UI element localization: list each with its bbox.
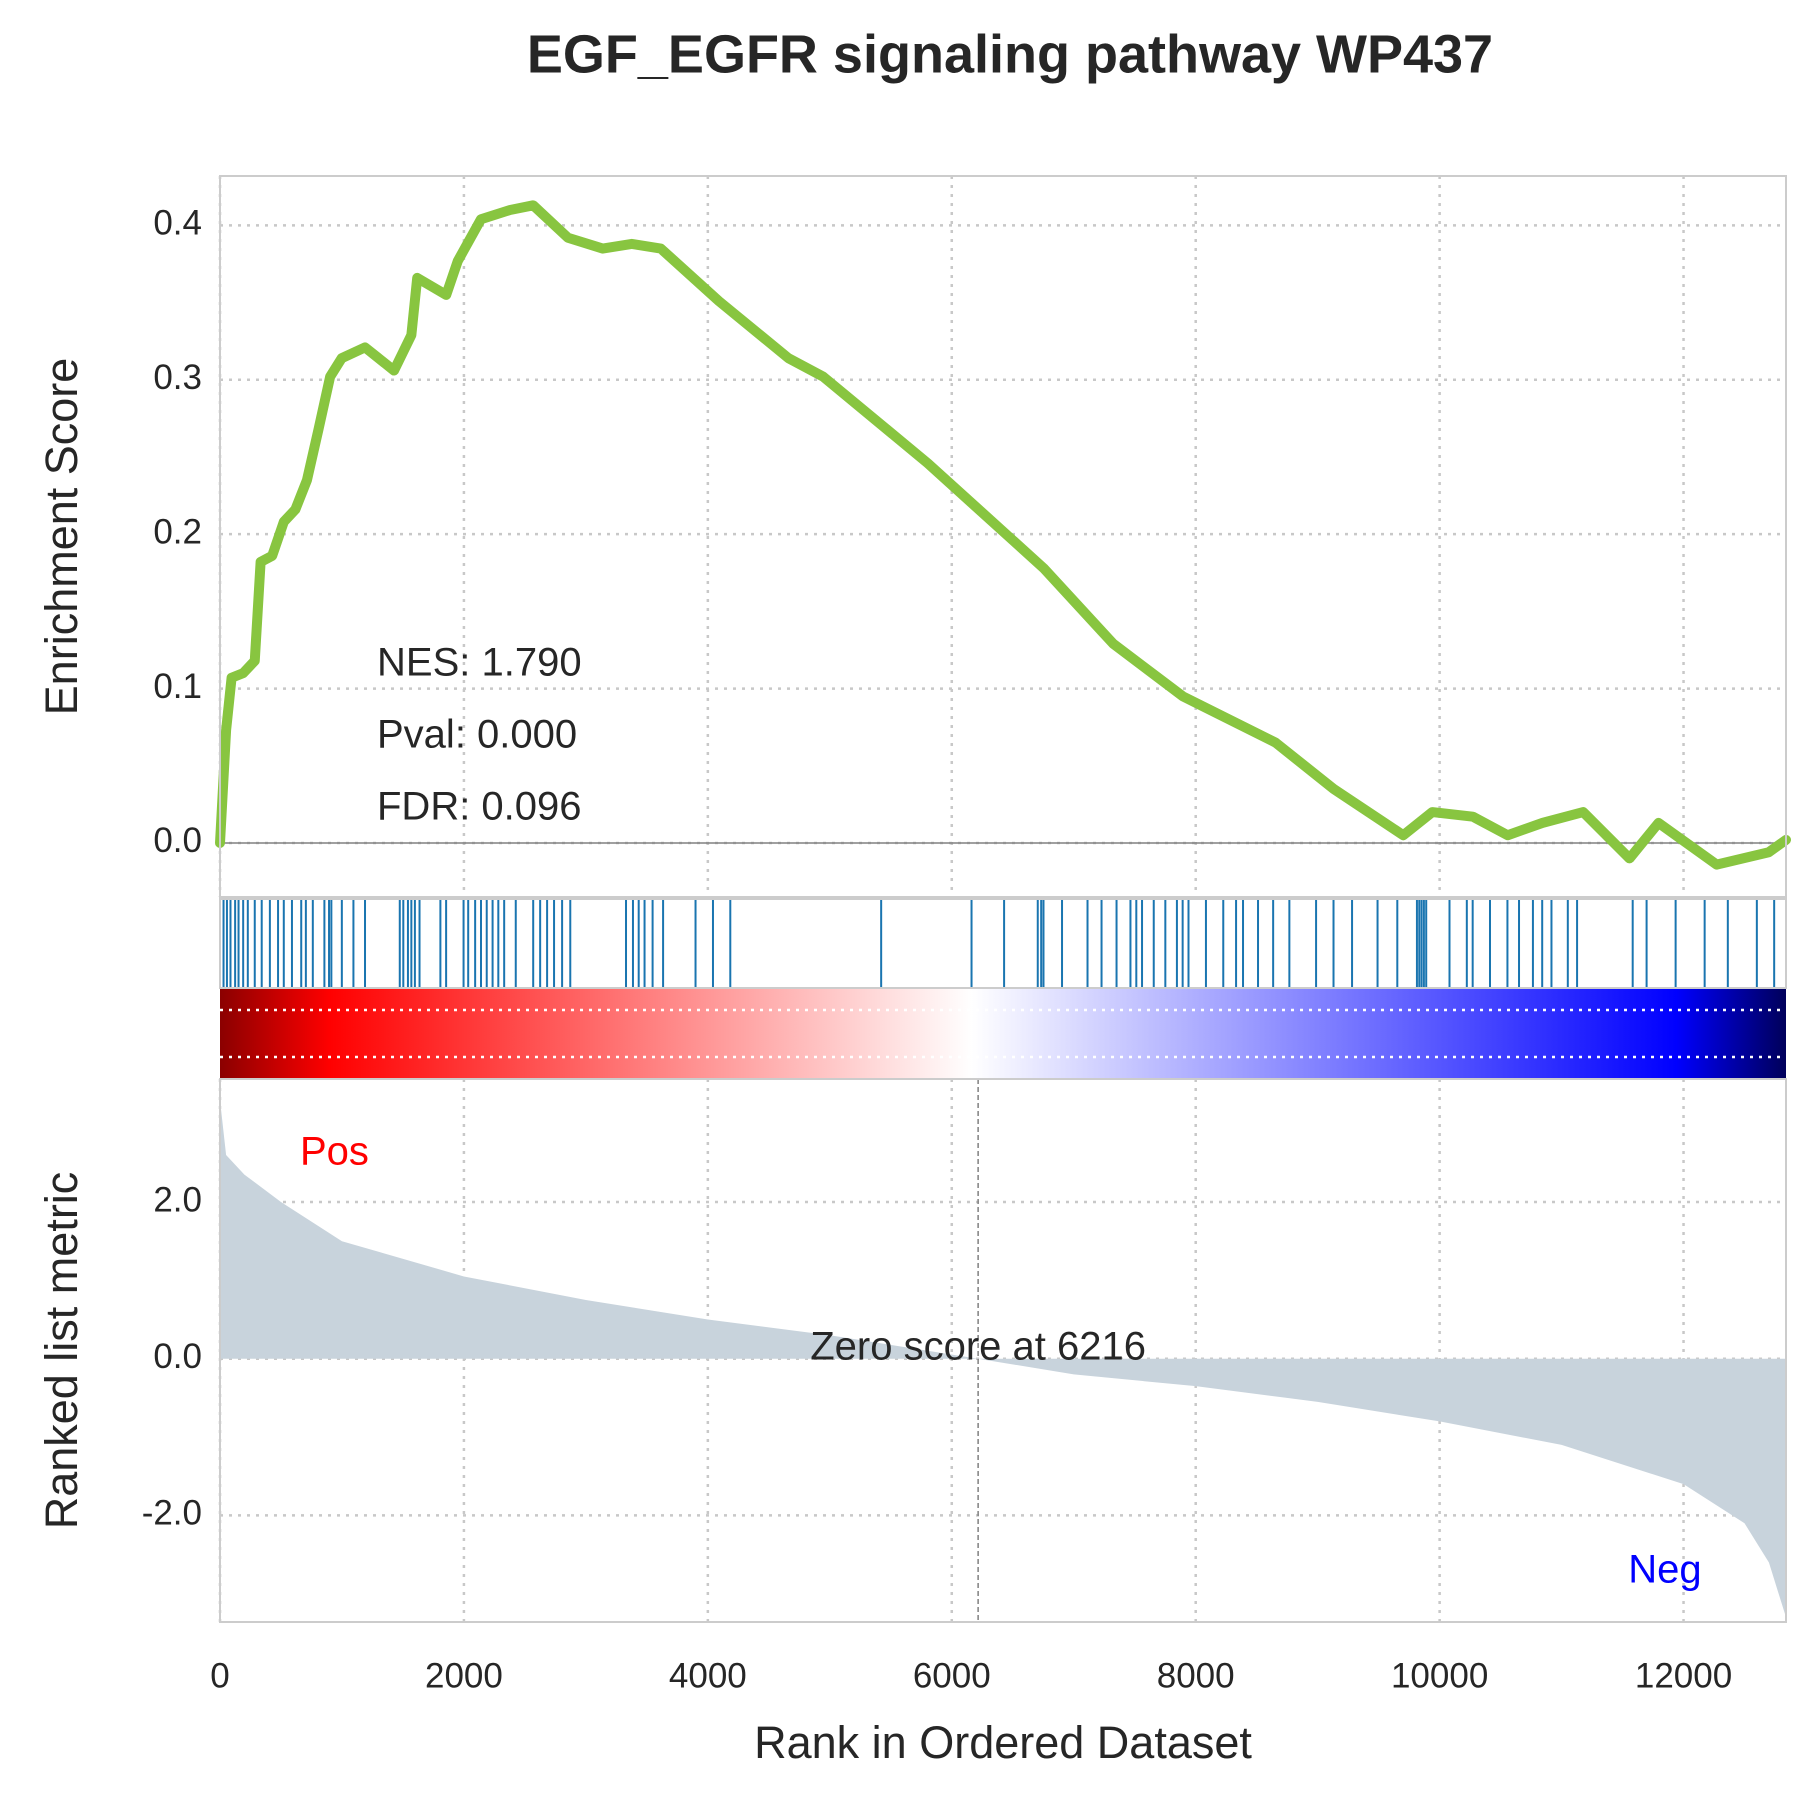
neg-label: Neg bbox=[1628, 1548, 1701, 1592]
zero-score-label: Zero score at 6216 bbox=[810, 1325, 1146, 1369]
y-tick-label: 0.3 bbox=[153, 358, 202, 397]
y-axis-label: Enrichment Score bbox=[36, 358, 87, 716]
y-tick-label: 0.0 bbox=[153, 1337, 202, 1376]
chart-title: EGF_EGFR signaling pathway WP437 bbox=[527, 24, 1493, 84]
panel-frame bbox=[219, 898, 1787, 989]
y-tick-label: -2.0 bbox=[142, 1494, 202, 1533]
y-tick-label: 2.0 bbox=[153, 1180, 202, 1219]
x-tick-label: 6000 bbox=[913, 1656, 991, 1695]
panel-frame bbox=[219, 175, 1787, 898]
y-axis-label: Ranked list metric bbox=[36, 1172, 87, 1530]
panel-frame bbox=[219, 1078, 1787, 1623]
x-tick-label: 4000 bbox=[669, 1656, 747, 1695]
x-tick-label: 10000 bbox=[1391, 1656, 1488, 1695]
stat-annotation: FDR: 0.096 bbox=[377, 785, 582, 829]
x-tick-label: 12000 bbox=[1635, 1656, 1732, 1695]
color-bar bbox=[220, 988, 1786, 1079]
pos-label: Pos bbox=[300, 1130, 369, 1174]
stat-annotation: Pval: 0.000 bbox=[377, 713, 577, 757]
stat-annotation: NES: 1.790 bbox=[377, 641, 582, 685]
metric-area bbox=[220, 1100, 1786, 1618]
x-tick-label: 2000 bbox=[425, 1656, 503, 1695]
x-tick-label: 8000 bbox=[1157, 1656, 1235, 1695]
x-axis-label: Rank in Ordered Dataset bbox=[754, 1717, 1252, 1768]
x-tick-label: 0 bbox=[210, 1656, 229, 1695]
y-tick-label: 0.2 bbox=[153, 512, 202, 551]
es-line bbox=[215, 200, 1791, 870]
y-tick-label: 0.4 bbox=[153, 204, 202, 243]
y-tick-label: 0.1 bbox=[153, 667, 202, 706]
y-tick-label: 0.0 bbox=[153, 821, 202, 860]
